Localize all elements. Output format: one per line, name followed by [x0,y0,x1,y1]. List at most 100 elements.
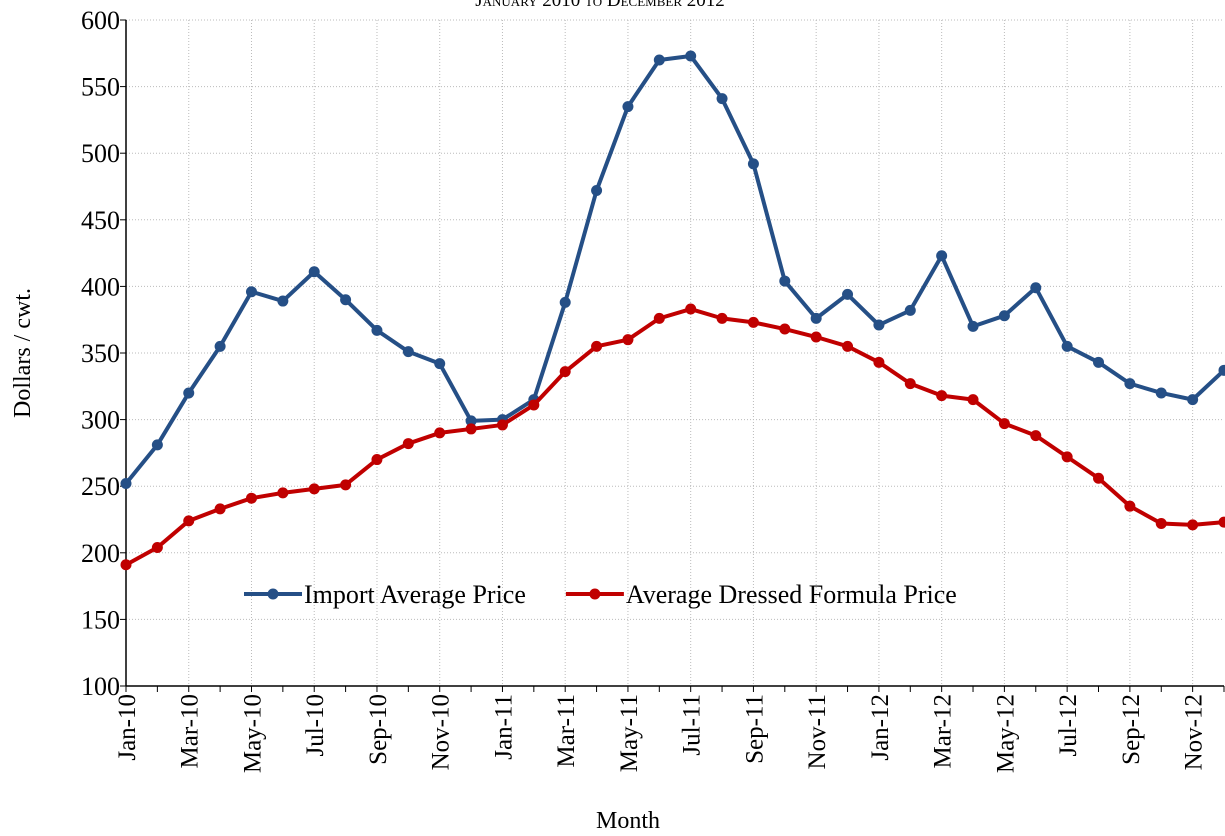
data-point [1061,451,1073,463]
y-tick-label: 550 [81,73,120,102]
y-tick-label: 250 [81,472,120,501]
data-point [716,93,728,105]
y-tick-label: 400 [81,272,120,301]
x-tick-label: Sep-11 [741,694,768,764]
data-point [936,390,948,402]
data-point [151,439,163,451]
y-tick-label: 150 [81,605,120,634]
data-point [277,487,289,499]
data-point [622,101,634,113]
data-point [967,394,979,406]
x-tick-label: Jul-10 [302,694,329,757]
x-tick-label: Sep-10 [365,694,392,765]
data-point [904,378,916,390]
data-point [402,438,414,450]
data-point [183,387,195,399]
data-point [1155,517,1167,529]
legend-marker [589,588,601,600]
data-point [998,418,1010,430]
data-point [1187,394,1199,406]
data-point [1093,356,1105,368]
data-point [779,323,791,335]
data-point [873,319,885,331]
data-point [277,295,289,307]
data-point [434,427,446,439]
data-point [591,340,603,352]
legend-marker [267,588,279,600]
y-tick-label: 200 [81,539,120,568]
data-point [591,184,603,196]
data-point [308,266,320,278]
data-point [1093,472,1105,484]
series-line [125,307,1225,567]
data-point [559,366,571,378]
data-point [1124,378,1136,390]
data-point [214,503,226,515]
data-point [151,541,163,553]
data-point [496,419,508,431]
data-point [308,483,320,495]
data-point [465,415,477,427]
data-point [434,358,446,370]
data-point [120,478,132,490]
data-point [622,334,634,346]
data-point [810,312,822,324]
data-point [810,331,822,343]
x-axis-label: Month [596,808,660,834]
data-point [371,454,383,466]
data-point [1187,519,1199,531]
data-point [183,515,195,527]
data-point [340,479,352,491]
data-point [528,399,540,411]
x-tick-label: May-12 [992,694,1019,773]
x-tick-label: Nov-11 [804,694,831,769]
data-point [402,346,414,358]
data-point [371,324,383,336]
legend-label: Import Average Price [304,580,526,609]
data-point [1218,516,1225,528]
y-tick-label: 600 [81,6,120,35]
x-tick-label: Mar-11 [553,694,580,768]
x-tick-label: Jul-11 [679,694,706,756]
x-tick-label: Jul-12 [1055,694,1082,757]
x-tick-label: Nov-12 [1181,694,1208,770]
x-tick-label: May-10 [239,694,266,773]
data-point [340,294,352,306]
x-tick-label: Mar-10 [177,694,204,768]
data-point [967,320,979,332]
data-point [998,310,1010,322]
data-point [245,492,257,504]
data-point [1030,282,1042,294]
series-line [124,53,1225,485]
data-point [1218,364,1225,376]
data-point [904,304,916,316]
x-tick-label: Jan-10 [114,694,141,761]
data-point [653,312,665,324]
x-tick-label: Jan-12 [867,694,894,761]
data-point [559,296,571,308]
y-tick-label: 100 [81,672,120,701]
y-tick-label: 450 [81,206,120,235]
x-tick-label: Jan-11 [490,694,517,760]
data-point [120,559,132,571]
data-point [685,50,697,62]
data-point [747,158,759,170]
y-axis-label: Dollars / cwt. [10,288,36,418]
data-point [214,340,226,352]
data-point [1030,430,1042,442]
data-point [1124,500,1136,512]
y-tick-label: 500 [81,139,120,168]
data-point [842,288,854,300]
data-point [245,286,257,298]
y-tick-label: 300 [81,406,120,435]
data-point [747,316,759,328]
data-point [873,356,885,368]
data-point [779,275,791,287]
data-point [842,340,854,352]
data-point [716,312,728,324]
data-point [1155,387,1167,399]
chart-title: January 2010 to December 2012 [475,0,725,11]
data-point [1061,340,1073,352]
data-point [936,250,948,262]
